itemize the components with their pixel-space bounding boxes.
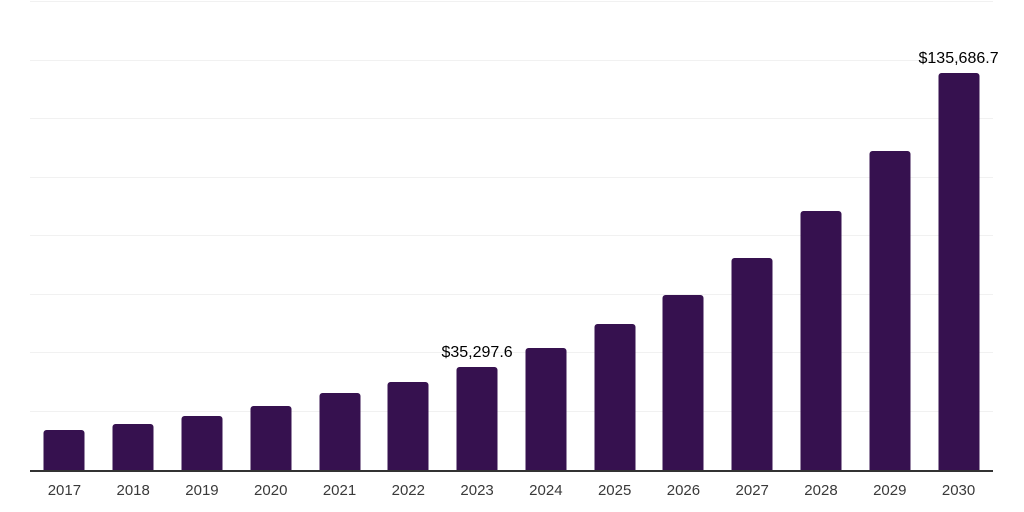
data-label-2023: $35,297.6 bbox=[441, 343, 513, 361]
bar-slot bbox=[718, 2, 787, 470]
bar-slot bbox=[236, 2, 305, 470]
gridline bbox=[30, 293, 993, 295]
bar-slot bbox=[374, 2, 443, 470]
x-tick-2021: 2021 bbox=[322, 482, 357, 499]
bar-slot bbox=[580, 2, 649, 470]
bar-2017[interactable] bbox=[43, 430, 85, 470]
bar-slot bbox=[168, 2, 237, 470]
bar-slot bbox=[855, 2, 924, 470]
bar-2028[interactable] bbox=[800, 211, 842, 470]
bar-slot bbox=[305, 2, 374, 470]
x-tick-2030: 2030 bbox=[941, 482, 976, 499]
bar-2026[interactable] bbox=[662, 294, 704, 470]
x-tick-2025: 2025 bbox=[597, 482, 632, 499]
bar-2020[interactable] bbox=[250, 405, 292, 470]
bar-2023[interactable] bbox=[456, 366, 498, 470]
bars-row: $35,297.6 $135,686.7 bbox=[30, 2, 999, 470]
gridline bbox=[30, 1, 993, 2]
gridline bbox=[30, 352, 993, 353]
x-tick-2018: 2018 bbox=[116, 482, 150, 499]
x-tick-2019: 2019 bbox=[185, 482, 219, 499]
bar-2019[interactable] bbox=[181, 416, 223, 470]
gridline bbox=[30, 118, 993, 119]
x-axis-labels: 2017 2018 2019 2020 2021 2022 2023 2024 2025 2026… bbox=[30, 481, 993, 501]
x-tick-2026: 2026 bbox=[666, 482, 701, 499]
bar-slot bbox=[649, 2, 718, 470]
bar-2025[interactable] bbox=[594, 324, 636, 470]
x-tick-2017: 2017 bbox=[47, 482, 82, 499]
gridline bbox=[30, 176, 993, 178]
x-tick-2023: 2023 bbox=[460, 482, 494, 499]
x-tick-2020: 2020 bbox=[254, 482, 288, 499]
data-label-2030: $135,686.7 bbox=[918, 50, 999, 68]
bar-slot bbox=[30, 2, 99, 470]
plot-area: $35,297.6 $135,686.7 bbox=[30, 1, 999, 472]
bar-slot: $135,686.7 bbox=[919, 2, 999, 470]
x-tick-2022: 2022 bbox=[391, 482, 425, 499]
bar-2029[interactable] bbox=[869, 150, 911, 470]
gridline bbox=[30, 59, 993, 61]
bar-slot bbox=[787, 2, 856, 470]
bar-2024[interactable] bbox=[525, 348, 567, 470]
bar-2022[interactable] bbox=[387, 381, 429, 470]
bar-slot bbox=[99, 2, 168, 470]
x-tick-2028: 2028 bbox=[804, 482, 838, 499]
gridlines bbox=[30, 1, 993, 470]
bar-slot bbox=[511, 2, 580, 470]
x-tick-2029: 2029 bbox=[873, 482, 907, 499]
gridline bbox=[30, 410, 993, 412]
gridline bbox=[30, 235, 993, 236]
bar-2027[interactable] bbox=[731, 258, 773, 470]
x-tick-2024: 2024 bbox=[529, 482, 563, 499]
bar-slot: $35,297.6 bbox=[441, 2, 513, 470]
bar-2021[interactable] bbox=[319, 393, 361, 470]
bar-2018[interactable] bbox=[112, 424, 154, 470]
bar-2030[interactable] bbox=[938, 73, 980, 470]
x-tick-2027: 2027 bbox=[735, 482, 769, 499]
